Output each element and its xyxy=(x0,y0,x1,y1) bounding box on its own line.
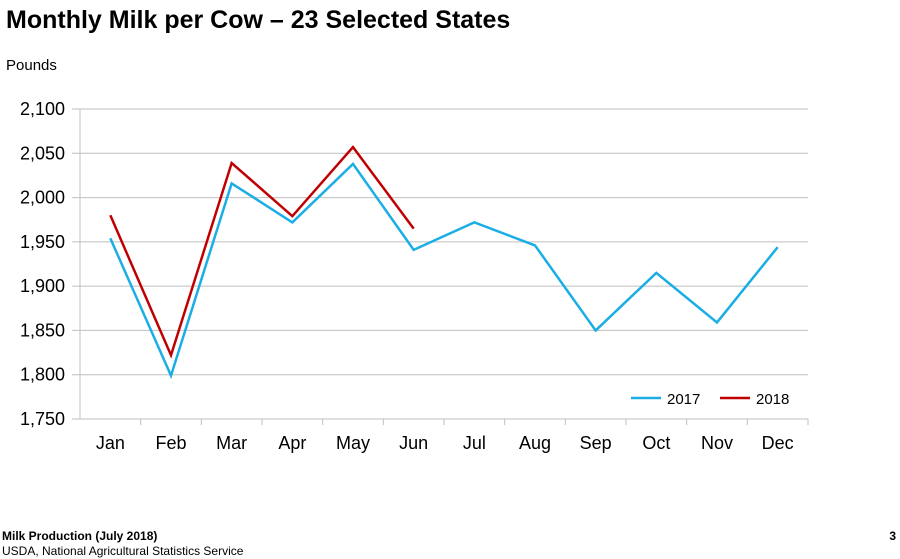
y-tick-label: 1,950 xyxy=(20,232,65,252)
x-tick-label: Jun xyxy=(399,433,428,453)
x-tick-label: Oct xyxy=(642,433,670,453)
x-tick-label: Mar xyxy=(216,433,247,453)
x-tick-label: Sep xyxy=(580,433,612,453)
x-tick-label: Jul xyxy=(463,433,486,453)
x-tick-label: Aug xyxy=(519,433,551,453)
y-tick-label: 1,900 xyxy=(20,276,65,296)
page-number: 3 xyxy=(889,529,896,543)
y-tick-label: 1,800 xyxy=(20,365,65,385)
legend-label-2017: 2017 xyxy=(667,391,700,408)
chart-title: Monthly Milk per Cow – 23 Selected State… xyxy=(6,6,511,34)
y-axis-label: Pounds xyxy=(6,57,57,74)
y-tick-label: 2,000 xyxy=(20,188,65,208)
y-tick-label: 1,850 xyxy=(20,320,65,340)
series-line-2017 xyxy=(109,162,779,380)
series-line-2018 xyxy=(109,145,415,359)
y-tick-label: 2,100 xyxy=(20,99,65,119)
legend-label-2018: 2018 xyxy=(756,391,789,408)
x-tick-label: Jan xyxy=(96,433,125,453)
x-tick-label: Nov xyxy=(701,433,733,453)
x-tick-label: May xyxy=(336,433,370,453)
x-tick-label: Dec xyxy=(762,433,794,453)
x-tick-label: Apr xyxy=(278,433,306,453)
footer-source: USDA, National Agricultural Statistics S… xyxy=(2,544,244,558)
footer-title: Milk Production (July 2018) xyxy=(2,529,158,543)
y-tick-label: 2,050 xyxy=(20,143,65,163)
y-tick-label: 1,750 xyxy=(20,409,65,429)
x-tick-label: Feb xyxy=(155,433,186,453)
line-chart: 1,750 1,800 1,850 1,900 1,950 2,000 2,050 2,100… xyxy=(20,99,809,453)
